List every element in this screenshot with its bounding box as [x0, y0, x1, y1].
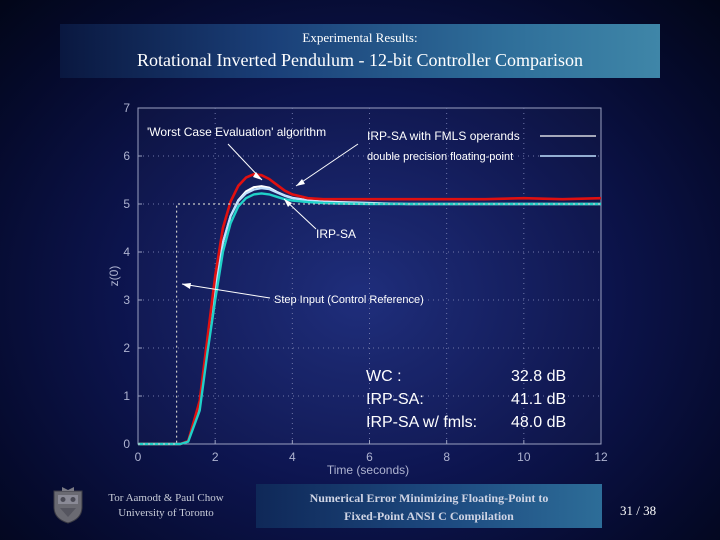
snr-label-fmls: IRP-SA w/ fmls: [366, 414, 477, 431]
annotation-step: Step Input (Control Reference) [274, 294, 424, 306]
arrow-irpsa-head [284, 199, 292, 207]
annotation-double: double precision floating-point [367, 151, 513, 163]
x-tick-label: 4 [289, 450, 296, 464]
y-axis-label: z(0) [107, 266, 121, 287]
slide-header: Experimental Results: Rotational Inverte… [60, 24, 660, 78]
arrow-fmls-head [296, 179, 305, 186]
author-names: Tor Aamodt & Paul Chow [108, 492, 224, 504]
x-axis-label: Time (seconds) [327, 463, 409, 477]
arrow-step [181, 283, 271, 299]
annotation-wc: 'Worst Case Evaluation' algorithm [147, 125, 326, 139]
page-number: 31 / 38 [620, 503, 657, 518]
y-tick-label: 4 [123, 245, 130, 259]
snr-table: WC : 32.8 dB IRP-SA: 41.1 dB IRP-SA w/ f… [366, 368, 566, 431]
y-tick-label: 2 [123, 341, 130, 355]
arrow-fmls [295, 143, 359, 187]
x-tick-label: 2 [212, 450, 219, 464]
footer-author: Tor Aamodt & Paul Chow University of Tor… [98, 491, 234, 521]
x-tick-label: 12 [594, 450, 608, 464]
y-tick-label: 7 [123, 101, 130, 115]
y-tick-label: 1 [123, 389, 130, 403]
footer-topic: Numerical Error Minimizing Floating-Poin… [256, 484, 602, 528]
x-tick-label: 6 [366, 450, 373, 464]
annotation-fmls: IRP-SA with FMLS operands [367, 129, 520, 143]
y-tick-label: 5 [123, 197, 130, 211]
slide-title: Rotational Inverted Pendulum - 12-bit Co… [137, 50, 583, 70]
snr-value-wc: 32.8 dB [511, 368, 566, 385]
x-tick-label: 8 [443, 450, 450, 464]
x-tick-label: 0 [135, 450, 142, 464]
university-crest-icon [53, 487, 83, 524]
topic-line-1: Numerical Error Minimizing Floating-Poin… [309, 491, 549, 505]
arrow-step-head [182, 283, 191, 289]
arrow-wc-head [253, 172, 262, 180]
data-series [138, 172, 602, 446]
topic-line-2: Fixed-Point ANSI C Compilation [344, 509, 514, 523]
y-tick-label: 0 [123, 437, 130, 451]
author-university: University of Toronto [118, 507, 214, 519]
annotation-irpsa: IRP-SA [316, 227, 356, 241]
snr-value-fmls: 48.0 dB [511, 414, 566, 431]
series-line-2 [138, 172, 602, 446]
series-line-4 [138, 203, 601, 445]
y-tick-label: 6 [123, 149, 130, 163]
slide-supertitle: Experimental Results: [302, 30, 418, 45]
snr-label-wc: WC : [366, 368, 402, 385]
series-line-3 [138, 192, 601, 446]
snr-label-irpsa: IRP-SA: [366, 391, 424, 408]
x-tick-label: 10 [517, 450, 531, 464]
annotations: 'Worst Case Evaluation' algorithm IRP-SA… [147, 125, 596, 306]
y-tick-label: 3 [123, 293, 130, 307]
snr-value-irpsa: 41.1 dB [511, 391, 566, 408]
